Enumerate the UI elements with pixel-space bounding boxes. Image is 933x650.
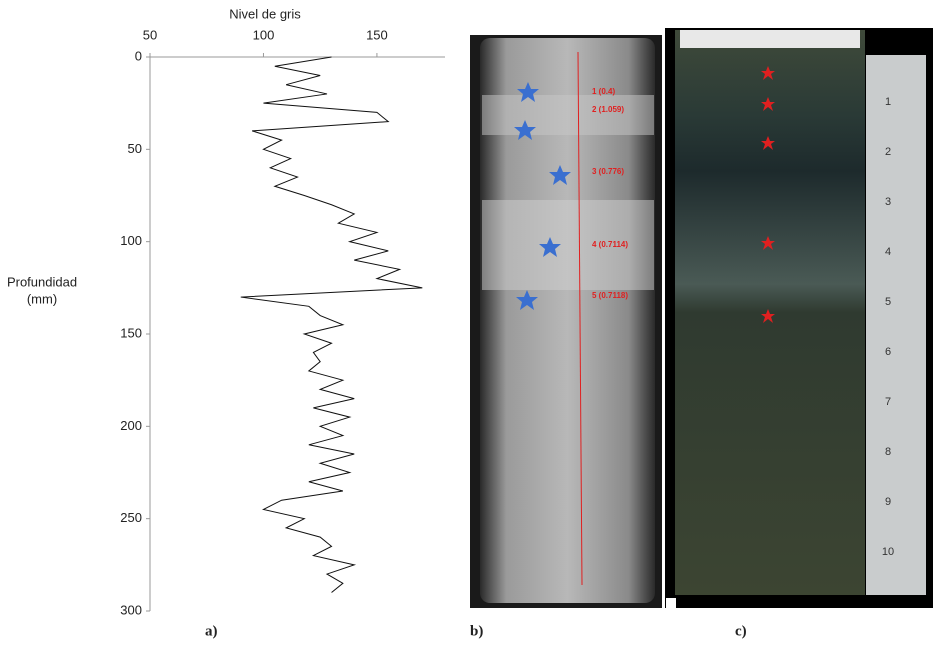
y-tick-label: 300 [120, 602, 142, 617]
core-photo [675, 30, 865, 595]
xray-band [482, 200, 654, 290]
ruler-label: 3 [885, 196, 891, 208]
ruler-label: 8 [885, 446, 891, 458]
annotation: 5 (0.7118) [592, 291, 628, 300]
panel-label: c) [735, 623, 747, 639]
annotation: 2 (1.059) [592, 105, 624, 114]
ruler-label: 1 [885, 96, 891, 108]
y-tick-label: 100 [120, 233, 142, 248]
y-axis-label: Profundidad [7, 274, 77, 289]
ruler-label: 6 [885, 346, 891, 358]
ruler-label: 5 [885, 296, 891, 308]
annotation: 1 (0.4) [592, 87, 615, 96]
stars-c [761, 66, 775, 323]
annotation: 4 (0.7114) [592, 240, 628, 249]
stars-b [514, 82, 571, 310]
y-tick-label: 0 [135, 48, 142, 63]
x-tick-label: 100 [253, 27, 275, 42]
y-tick-label: 150 [120, 325, 142, 340]
panel-label: a) [205, 623, 218, 639]
ruler [866, 55, 926, 595]
ruler-label: 10 [882, 546, 894, 558]
x-axis-label: Nivel de gris [229, 6, 301, 21]
x-tick-label: 50 [143, 27, 157, 42]
x-tick-label: 150 [366, 27, 388, 42]
y-tick-label: 200 [120, 418, 142, 433]
ruler-label: 4 [885, 246, 891, 258]
panel-label: b) [470, 623, 483, 639]
y-axis-label: (mm) [27, 291, 57, 306]
y-tick-label: 250 [120, 510, 142, 525]
y-tick-label: 50 [128, 141, 142, 156]
core-label [680, 30, 860, 48]
ruler-label: 7 [885, 396, 891, 408]
ruler-label: 9 [885, 496, 891, 508]
ruler-label: 2 [885, 146, 891, 158]
corner-mark [666, 598, 676, 608]
profile-line [240, 56, 423, 593]
xray-band [482, 95, 654, 135]
annotation: 3 (0.776) [592, 167, 624, 176]
scan-line [577, 51, 583, 586]
xray-image [480, 38, 655, 603]
